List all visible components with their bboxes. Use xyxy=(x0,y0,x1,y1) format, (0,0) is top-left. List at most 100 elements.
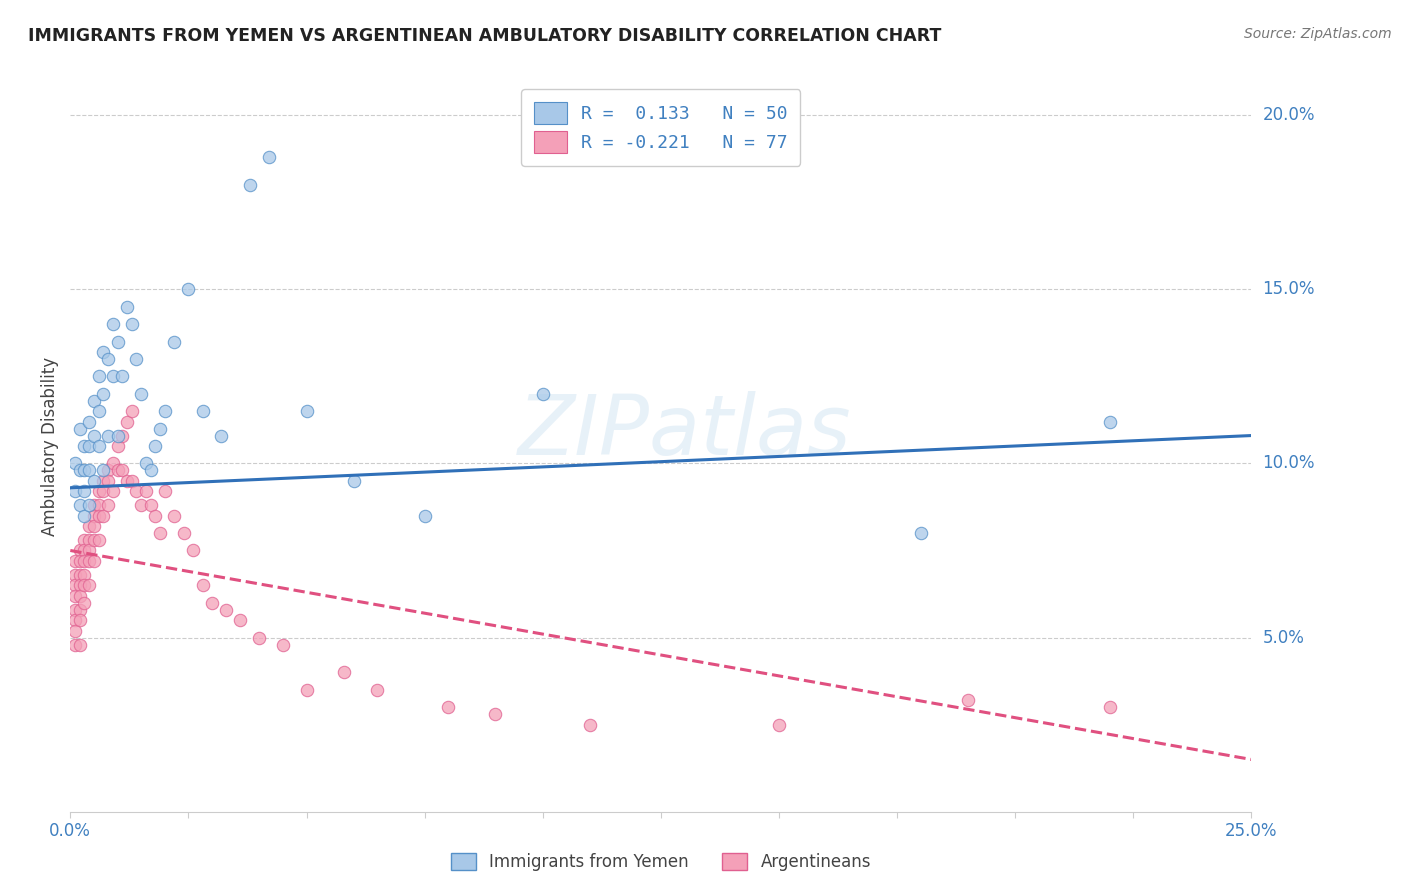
Point xyxy=(93,474,115,488)
Point xyxy=(413,508,436,523)
Point xyxy=(73,578,96,592)
Point xyxy=(163,508,186,523)
Point xyxy=(87,404,110,418)
Point xyxy=(63,554,86,568)
Point xyxy=(63,624,86,638)
Point xyxy=(143,439,166,453)
Point xyxy=(115,300,138,314)
Point xyxy=(121,474,143,488)
Point xyxy=(87,484,110,499)
Point xyxy=(93,345,115,359)
Point xyxy=(93,484,115,499)
Point xyxy=(333,665,356,680)
Point xyxy=(139,463,162,477)
Point xyxy=(83,554,105,568)
Point xyxy=(87,498,110,512)
Point xyxy=(87,439,110,453)
Point xyxy=(101,317,124,331)
Point xyxy=(63,578,86,592)
Point xyxy=(211,428,233,442)
Point xyxy=(63,603,86,617)
Point xyxy=(69,567,91,582)
Point xyxy=(69,589,91,603)
Point xyxy=(101,457,124,471)
Point xyxy=(73,463,96,477)
Point xyxy=(69,613,91,627)
Point xyxy=(101,484,124,499)
Legend: R =  0.133   N = 50, R = -0.221   N = 77: R = 0.133 N = 50, R = -0.221 N = 77 xyxy=(522,89,800,166)
Point xyxy=(77,519,100,533)
Point xyxy=(125,484,148,499)
Point xyxy=(97,498,120,512)
Point xyxy=(97,474,120,488)
Point xyxy=(1098,415,1121,429)
Point xyxy=(125,351,148,366)
Point xyxy=(956,693,979,707)
Legend: Immigrants from Yemen, Argentineans: Immigrants from Yemen, Argentineans xyxy=(443,845,879,880)
Point xyxy=(121,404,143,418)
Point xyxy=(69,498,91,512)
Point xyxy=(83,508,105,523)
Point xyxy=(579,717,602,731)
Point xyxy=(191,578,214,592)
Point xyxy=(77,543,100,558)
Point xyxy=(69,543,91,558)
Point xyxy=(83,533,105,547)
Point xyxy=(93,386,115,401)
Point xyxy=(69,603,91,617)
Point xyxy=(343,474,366,488)
Point xyxy=(77,554,100,568)
Point xyxy=(87,533,110,547)
Point xyxy=(910,526,932,541)
Point xyxy=(69,578,91,592)
Point xyxy=(531,386,554,401)
Point xyxy=(87,508,110,523)
Y-axis label: Ambulatory Disability: Ambulatory Disability xyxy=(41,357,59,535)
Point xyxy=(87,369,110,384)
Point xyxy=(77,498,100,512)
Point xyxy=(93,508,115,523)
Point xyxy=(63,457,86,471)
Point xyxy=(295,404,318,418)
Point xyxy=(115,415,138,429)
Point xyxy=(73,484,96,499)
Point xyxy=(153,484,176,499)
Text: IMMIGRANTS FROM YEMEN VS ARGENTINEAN AMBULATORY DISABILITY CORRELATION CHART: IMMIGRANTS FROM YEMEN VS ARGENTINEAN AMB… xyxy=(28,27,942,45)
Point xyxy=(201,596,224,610)
Point xyxy=(115,474,138,488)
Point xyxy=(73,533,96,547)
Point xyxy=(73,554,96,568)
Point xyxy=(63,638,86,652)
Point xyxy=(295,682,318,697)
Point xyxy=(97,351,120,366)
Point xyxy=(153,404,176,418)
Point xyxy=(215,603,238,617)
Point xyxy=(111,428,134,442)
Point xyxy=(83,474,105,488)
Point xyxy=(73,543,96,558)
Point xyxy=(177,282,200,296)
Point xyxy=(69,638,91,652)
Point xyxy=(135,484,157,499)
Point xyxy=(135,457,157,471)
Point xyxy=(73,439,96,453)
Point xyxy=(77,439,100,453)
Point xyxy=(129,386,152,401)
Point xyxy=(63,613,86,627)
Point xyxy=(484,707,506,722)
Point xyxy=(73,596,96,610)
Point xyxy=(69,554,91,568)
Point xyxy=(149,421,172,435)
Point xyxy=(143,508,166,523)
Text: 10.0%: 10.0% xyxy=(1263,454,1315,473)
Point xyxy=(83,519,105,533)
Point xyxy=(77,415,100,429)
Point xyxy=(366,682,388,697)
Point xyxy=(107,463,129,477)
Text: 15.0%: 15.0% xyxy=(1263,280,1315,298)
Point xyxy=(93,463,115,477)
Point xyxy=(63,567,86,582)
Point xyxy=(247,631,270,645)
Point xyxy=(77,533,100,547)
Point xyxy=(257,150,280,164)
